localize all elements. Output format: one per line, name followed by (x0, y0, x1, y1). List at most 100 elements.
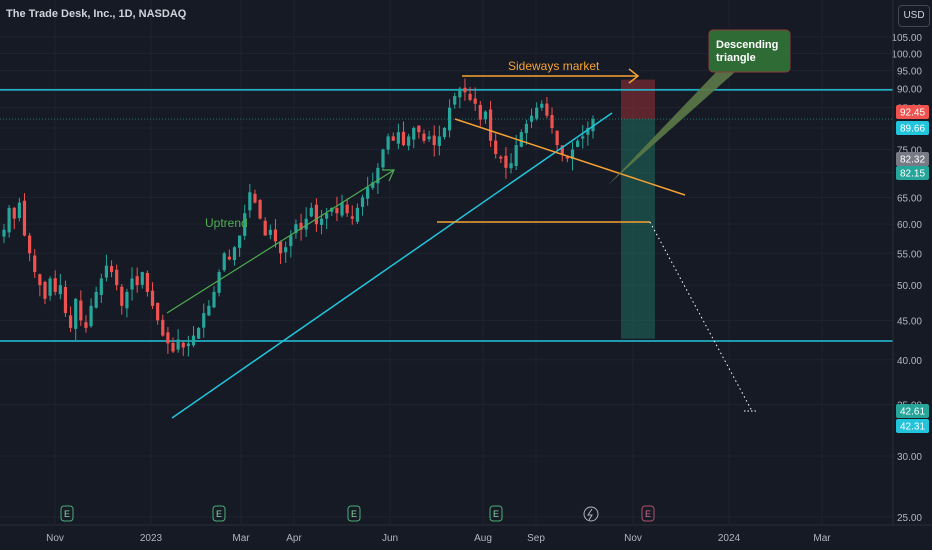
candle-body (232, 247, 237, 261)
candle-body (519, 132, 523, 147)
candle-body (130, 278, 134, 290)
candle-body (99, 278, 103, 295)
candle-body (325, 213, 329, 219)
currency-button[interactable]: USD (898, 5, 930, 27)
candle-body (135, 276, 139, 286)
lightning-icon (587, 508, 593, 521)
price-label-tag (896, 404, 929, 418)
candle-body (586, 127, 590, 135)
candle-body (442, 127, 447, 138)
price-tick-label: 50.00 (897, 281, 922, 292)
candle-body (94, 291, 98, 308)
candle-body (550, 115, 554, 128)
candle-body (453, 96, 457, 105)
candle-body (478, 104, 482, 120)
candle-body (43, 282, 47, 299)
price-tick-label: 95.00 (897, 66, 922, 77)
price-label-tag (896, 152, 929, 166)
candle-body (227, 256, 231, 260)
chart-title: The Trade Desk, Inc., 1D, NASDAQ (6, 8, 187, 20)
earnings-marker (212, 505, 226, 522)
candle-body (335, 208, 339, 214)
candle-body (560, 145, 564, 155)
candle-body (186, 343, 190, 347)
price-label-text: 82.15 (900, 169, 925, 180)
candle-body (79, 300, 83, 321)
candle-body (396, 132, 400, 144)
earnings-marker-label: E (64, 509, 70, 519)
candle-body (299, 222, 303, 230)
candle-body (120, 286, 124, 306)
candle-body (360, 197, 365, 207)
uptrend-label: Uptrend (205, 216, 248, 230)
candle-body (207, 305, 211, 316)
candle-body (581, 136, 585, 139)
triangle-upper-line (454, 118, 686, 196)
projection-line (649, 221, 753, 412)
candle-body (22, 200, 27, 236)
candlesticks (2, 78, 595, 357)
candle-body (150, 290, 155, 306)
candle-body (514, 145, 518, 166)
candle-body (422, 133, 426, 141)
candle-body (555, 130, 559, 146)
candle-body (243, 213, 247, 236)
time-axis[interactable]: Nov 2023 Mar Apr Jun Aug Sep Nov 2024 Mar (0, 524, 932, 544)
price-tick-label: 100.00 (891, 49, 922, 60)
price-tick-label: 25.00 (897, 513, 922, 524)
earnings-marker (489, 505, 503, 522)
candle-body (509, 163, 513, 169)
candle-body (504, 155, 508, 168)
stop-loss-zone (621, 79, 655, 120)
position-zones (621, 79, 655, 339)
candle-body (540, 103, 544, 108)
price-tick-label: 45.00 (897, 316, 922, 327)
price-label-tag (896, 166, 929, 180)
candle-body (222, 253, 226, 271)
candle-body (166, 332, 170, 344)
price-label-tag (896, 121, 929, 135)
candle-body (535, 107, 539, 119)
candle-body (7, 207, 11, 233)
uptrend-arrowhead (382, 169, 395, 182)
earnings-marker (347, 505, 361, 522)
chart-grid (0, 0, 893, 525)
candle-body (268, 229, 272, 235)
candle-body (319, 218, 324, 225)
price-tick-label: 105.00 (891, 33, 922, 44)
candle-body (350, 216, 354, 219)
candle-body (355, 207, 359, 222)
time-tick-label: Nov (46, 533, 64, 544)
candle-body (437, 136, 441, 146)
time-tick-label: Apr (286, 533, 302, 544)
candle-body (38, 274, 42, 286)
candle-body (412, 127, 416, 140)
price-label-text: 82.32 (900, 155, 925, 166)
candle-body (89, 305, 93, 327)
candle-body (253, 193, 257, 203)
sideways-label: Sideways market (508, 59, 600, 73)
time-tick-label: Nov (624, 533, 642, 544)
candle-body (284, 247, 288, 253)
candle-body (565, 156, 569, 159)
candle-body (371, 182, 375, 188)
candle-body (483, 111, 488, 120)
candle-body (468, 93, 472, 100)
price-label-text: 92.45 (900, 108, 925, 119)
time-tick-label: Aug (474, 533, 492, 544)
candle-body (53, 278, 57, 292)
candle-body (104, 265, 109, 278)
candle-body (366, 187, 370, 199)
time-tick-label: 2024 (718, 533, 741, 544)
candle-body (340, 202, 344, 216)
earnings-marker-label: E (645, 509, 651, 519)
candle-body (125, 291, 129, 309)
candle-body (458, 88, 462, 98)
price-axis[interactable]: 105.00100.0095.0090.0085.0080.0075.0070.… (891, 0, 929, 525)
candle-body (278, 241, 283, 254)
candle-body (576, 140, 580, 148)
candle-body (524, 123, 529, 134)
